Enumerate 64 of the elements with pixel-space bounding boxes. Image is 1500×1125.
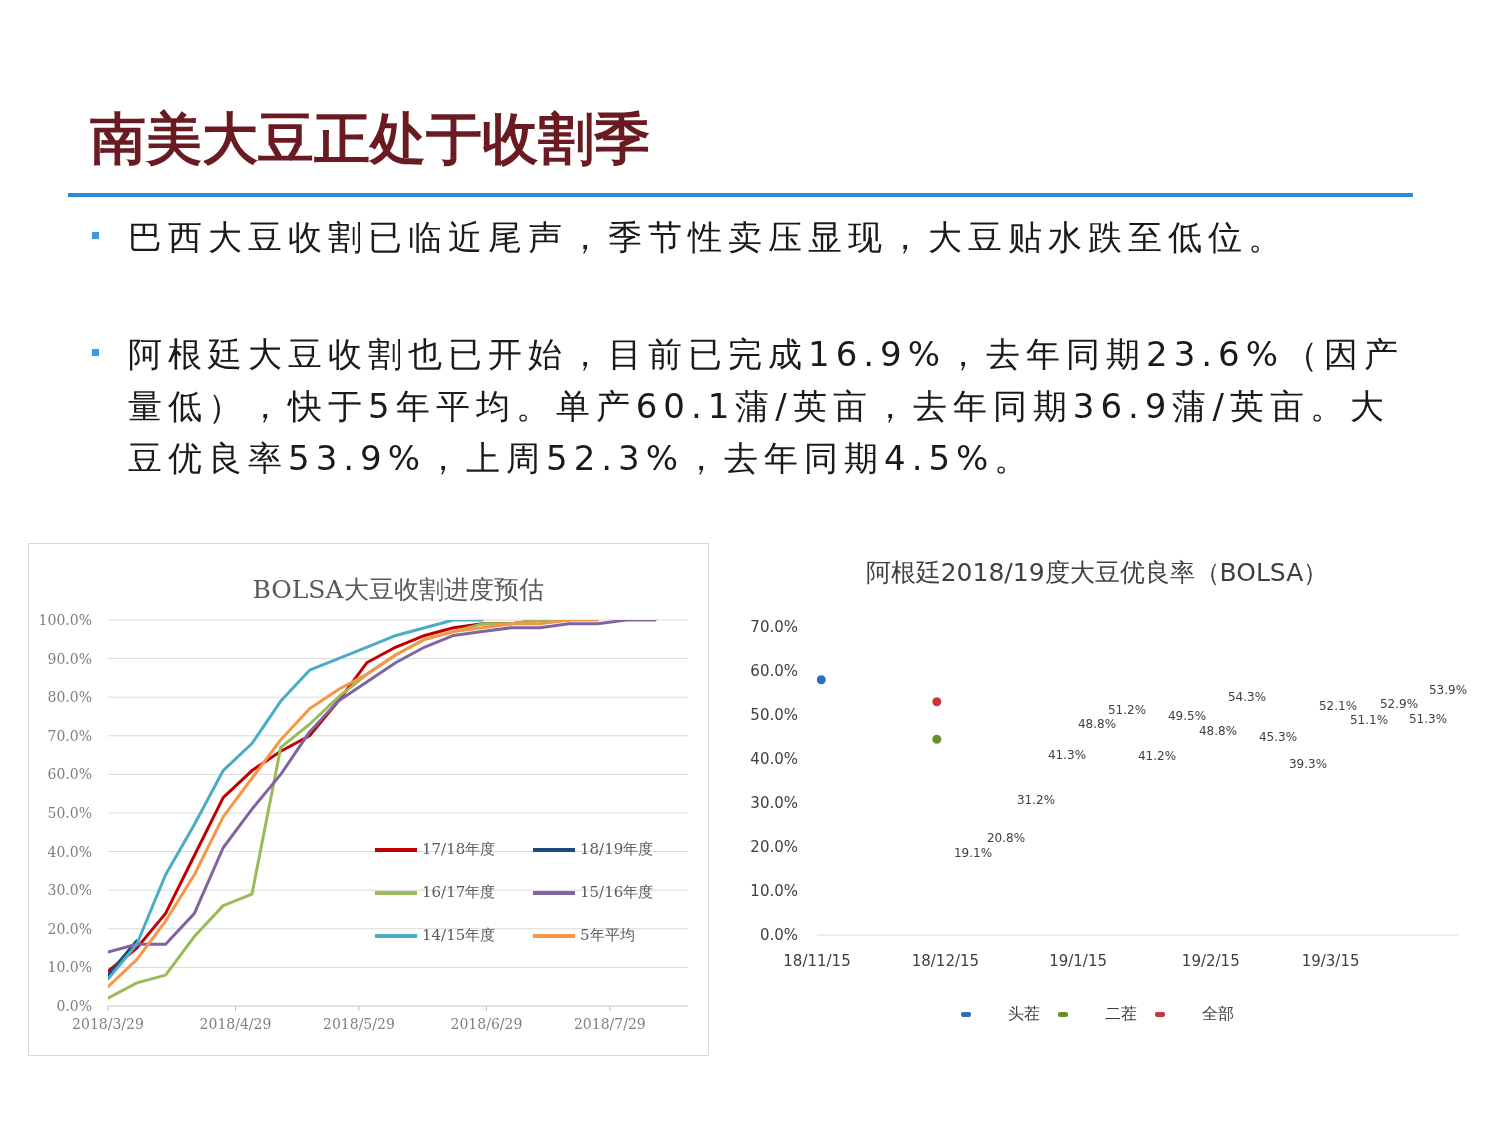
annotation: 39.3% (1288, 757, 1328, 771)
legend-label: 14/15年度 (422, 926, 496, 945)
legend-label: 15/16年度 (580, 883, 654, 902)
y-tick-label: 70.0% (47, 727, 92, 744)
y-tick-label: 60.0% (47, 766, 92, 783)
y-tick-label: 40.0% (750, 750, 798, 769)
legend-label: 全部 (1201, 1003, 1234, 1025)
x-tick-label: 19/3/15 (1301, 951, 1360, 970)
annotation: 20.8% (986, 831, 1026, 845)
y-tick-label: 20.0% (47, 920, 92, 937)
line-series (108, 620, 657, 954)
y-tick-label: 60.0% (750, 662, 798, 681)
y-tick-label: 80.0% (47, 689, 92, 706)
y-tick-label: 0.0% (759, 926, 798, 945)
y-tick-label: 50.0% (750, 706, 798, 725)
legend-label: 17/18年度 (422, 840, 496, 859)
point (817, 675, 826, 685)
annotation: 45.3% (1258, 730, 1298, 744)
y-tick-label: 70.0% (750, 618, 798, 637)
y-tick-label: 20.0% (750, 838, 798, 857)
annotation: 54.3% (1227, 690, 1267, 704)
text: 南美大豆正处于收割季 (90, 105, 650, 173)
text: 阿根廷大豆收割也已开始，目前已完成16.9%，去年同期23.6%（因产量低），快于5年平均。单产60.1蒲/英亩，去年同期36.9蒲/英亩。大豆优良率53.9%，上周52.3%，去年同期4.5%。 (128, 333, 1406, 480)
annotation: 52.1% (1318, 699, 1358, 713)
text: 巴西大豆收割已临近尾声，季节性卖压显现，大豆贴水跌至低位。 (128, 216, 1289, 259)
x-tick-label: 18/12/15 (911, 951, 980, 970)
legend-label: 5年平均 (580, 926, 635, 945)
x-tick-label: 2018/4/29 (199, 1015, 272, 1032)
y-tick-label: 30.0% (750, 794, 798, 813)
annotation: 52.9% (1379, 697, 1419, 711)
point (932, 697, 942, 707)
x-tick-label: 19/1/15 (1049, 951, 1107, 970)
chart-title: BOLSA大豆收割进度预估 (251, 574, 545, 606)
y-tick-label: 0.0% (56, 997, 92, 1014)
x-tick-label: 18/11/15 (783, 951, 851, 970)
x-tick-label: 19/2/15 (1181, 951, 1240, 970)
chart-title: 阿根廷2018/19度大豆优良率（BOLSA） (864, 557, 1330, 589)
point (932, 734, 942, 744)
y-tick-label: 100.0% (38, 611, 92, 628)
legend-label: 二茬 (1104, 1003, 1137, 1025)
legend-label: 头茬 (1007, 1003, 1040, 1025)
x-tick-label: 2018/5/29 (323, 1015, 395, 1032)
annotation: 51.3% (1408, 712, 1448, 726)
annotation: 31.2% (1016, 793, 1056, 807)
legend-label: 16/17年度 (422, 883, 496, 902)
legend-label: 18/19年度 (580, 840, 654, 859)
annotation: 41.3% (1047, 748, 1087, 762)
annotation: 51.2% (1107, 703, 1147, 717)
x-tick-label: 2018/7/29 (573, 1015, 646, 1032)
annotation: 19.1% (953, 846, 993, 860)
y-tick-label: 90.0% (47, 650, 92, 667)
y-tick-label: 50.0% (47, 804, 92, 821)
x-tick-label: 2018/6/29 (450, 1015, 523, 1032)
y-tick-label: 10.0% (750, 882, 798, 901)
y-tick-label: 30.0% (47, 882, 92, 899)
x-tick-label: 2018/3/29 (72, 1015, 144, 1032)
annotation: 53.9% (1428, 683, 1468, 697)
y-tick-label: 40.0% (47, 843, 92, 860)
annotation: 41.2% (1137, 749, 1177, 763)
annotation: 48.8% (1198, 724, 1238, 738)
annotation: 48.8% (1077, 717, 1117, 731)
annotation: 49.5% (1167, 709, 1207, 723)
annotation: 51.1% (1349, 713, 1389, 727)
y-tick-label: 10.0% (47, 959, 92, 976)
